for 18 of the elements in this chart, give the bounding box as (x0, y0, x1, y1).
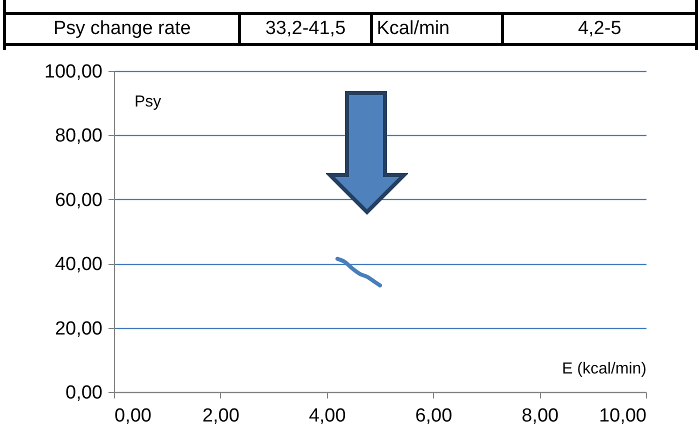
y-tick-label: 60,00 (54, 190, 102, 211)
text: 33,2-41,5 (240, 14, 372, 44)
y-tick-label: 40,00 (54, 254, 102, 276)
y-axis-title: Psy (134, 94, 162, 110)
x-tick-label: 2,00 (202, 406, 240, 426)
x-tick-label: 0,00 (114, 406, 152, 426)
x-tick-label: 6,00 (415, 406, 452, 426)
x-tick-label: 4,00 (308, 406, 346, 426)
y-tick-label: 100,00 (44, 62, 102, 82)
text: Psy change rate (4, 14, 240, 44)
x-tick-label: 8,00 (522, 406, 559, 426)
text: 4,2-5 (502, 14, 696, 44)
text: Kcal/min (371, 14, 503, 44)
x-tick-label: 10,00 (598, 406, 646, 426)
y-tick-label: 80,00 (54, 126, 102, 147)
y-tick-label: 20,00 (54, 318, 102, 340)
x-axis-title: E (kcal/min) (562, 360, 646, 378)
y-tick-label: 0,00 (66, 382, 102, 404)
